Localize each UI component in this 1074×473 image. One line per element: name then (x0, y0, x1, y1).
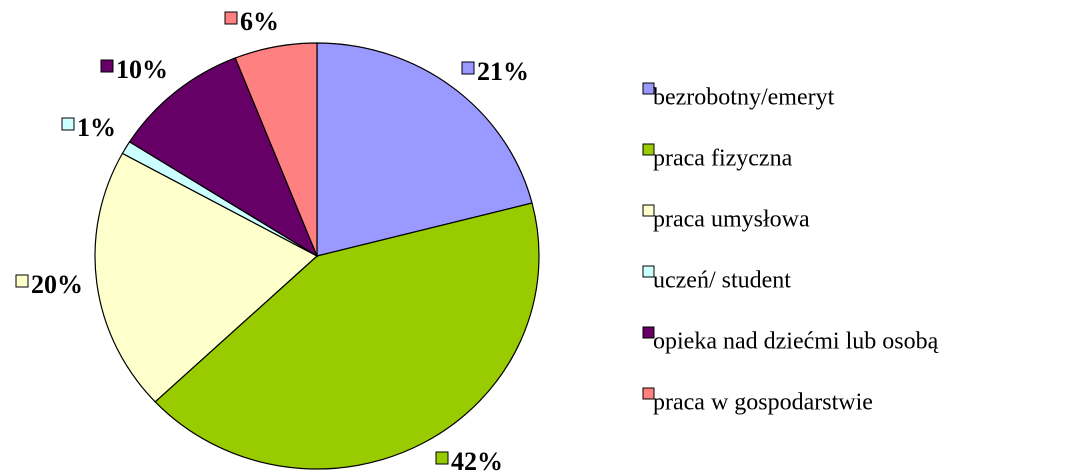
value-label: 1% (77, 113, 116, 142)
legend-marker (642, 143, 655, 156)
legend-label: praca w gospodarstwie (653, 390, 873, 416)
value-label: 21% (477, 57, 529, 86)
label-marker (100, 59, 114, 73)
value-label: 20% (31, 270, 83, 299)
pie-slice (128, 57, 319, 258)
label-marker (461, 61, 475, 75)
value-label: 42% (451, 447, 503, 473)
pie-slice (154, 202, 540, 470)
pie-slice (94, 152, 319, 403)
label-marker (61, 117, 75, 131)
legend-marker (642, 265, 655, 278)
legend-marker (642, 82, 655, 95)
legend-label: praca fizyczna (653, 146, 793, 172)
pie-slice (316, 42, 533, 257)
value-label: 6% (240, 7, 279, 36)
legend-marker (642, 387, 655, 400)
legend-label: bezrobotny/emeryt (653, 85, 835, 111)
label-marker (224, 11, 238, 25)
legend-marker (642, 204, 655, 217)
label-marker (15, 274, 29, 288)
legend-label: opieka nad dziećmi lub osobą (653, 329, 939, 355)
label-marker (435, 451, 449, 465)
legend-label: praca umysłowa (653, 207, 810, 233)
legend-label: uczeń/ student (653, 268, 791, 294)
pie-slice (234, 42, 318, 257)
value-label: 10% (116, 55, 168, 84)
legend-marker (642, 326, 655, 339)
